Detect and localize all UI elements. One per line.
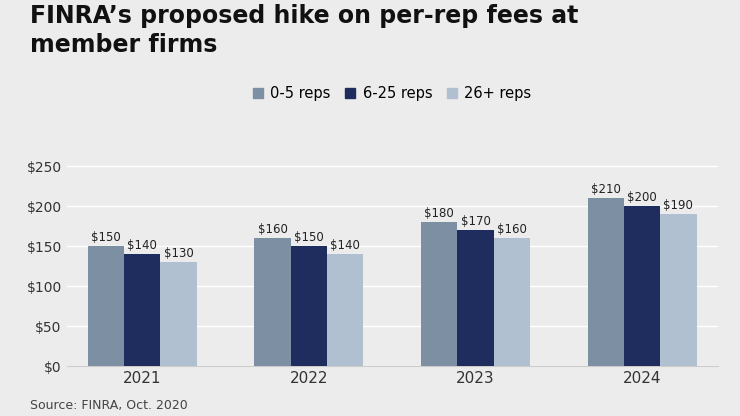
Text: $190: $190 [664, 199, 693, 212]
Text: $140: $140 [127, 239, 158, 252]
Bar [624, 206, 660, 366]
Text: $210: $210 [591, 183, 621, 196]
Bar [660, 214, 696, 366]
Bar [327, 254, 363, 366]
Bar [494, 238, 530, 366]
Bar [124, 254, 161, 366]
Bar [457, 230, 494, 366]
Bar [291, 246, 327, 366]
Text: Source: FINRA, Oct. 2020: Source: FINRA, Oct. 2020 [30, 399, 187, 412]
Text: $200: $200 [628, 191, 657, 204]
Bar [588, 198, 624, 366]
Text: $180: $180 [424, 207, 454, 220]
Text: FINRA’s proposed hike on per-rep fees at
member firms: FINRA’s proposed hike on per-rep fees at… [30, 4, 578, 57]
Text: $150: $150 [91, 231, 121, 244]
Text: $140: $140 [330, 239, 360, 252]
Text: $170: $170 [460, 215, 491, 228]
Bar [161, 262, 197, 366]
Bar [88, 246, 124, 366]
Text: $160: $160 [258, 223, 288, 236]
Text: $150: $150 [294, 231, 324, 244]
Bar [421, 222, 457, 366]
Text: $160: $160 [497, 223, 527, 236]
Bar [255, 238, 291, 366]
Text: $130: $130 [164, 247, 194, 260]
Legend: 0-5 reps, 6-25 reps, 26+ reps: 0-5 reps, 6-25 reps, 26+ reps [253, 87, 531, 102]
